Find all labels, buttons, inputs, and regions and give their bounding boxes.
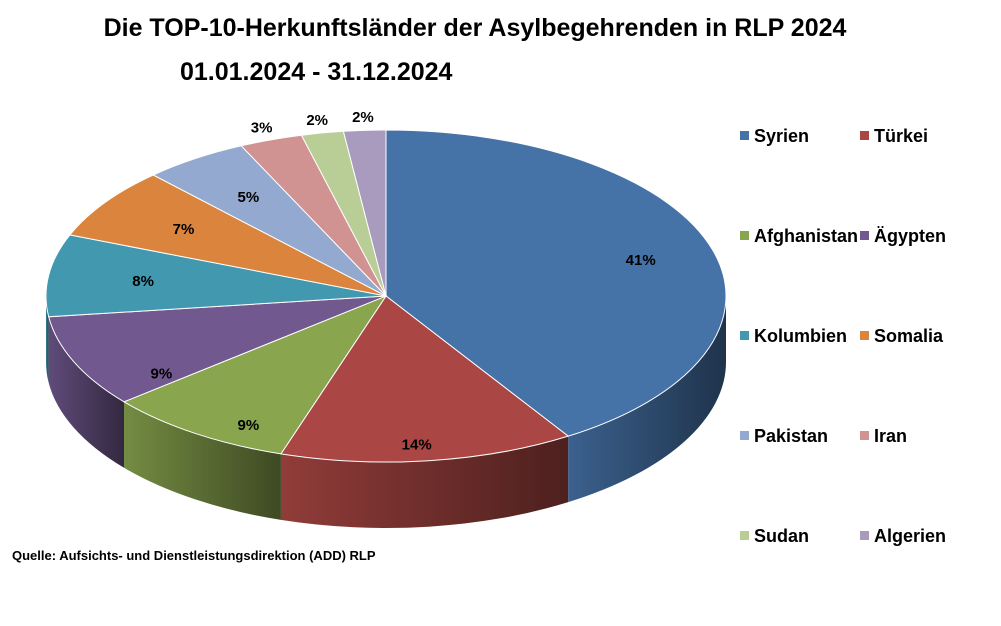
legend-item-somalia: Somalia — [860, 326, 990, 426]
slice-label-syrien: 41% — [626, 252, 656, 269]
slice-label-ägypten: 9% — [150, 365, 172, 382]
legend-swatch — [740, 231, 749, 240]
legend-swatch — [860, 131, 869, 140]
legend-swatch — [860, 531, 869, 540]
legend-item-syrien: Syrien — [740, 126, 860, 226]
pie-slice-algerien — [342, 129, 387, 297]
legend-swatch — [860, 431, 869, 440]
legend-item-sudan: Sudan — [740, 526, 860, 626]
slice-label-afghanistan: 9% — [238, 417, 260, 434]
legend-swatch — [740, 331, 749, 340]
legend-label: Sudan — [754, 526, 810, 546]
slice-label-türkei: 14% — [402, 437, 432, 454]
legend-label: Somalia — [874, 326, 944, 346]
legend-swatch — [860, 331, 869, 340]
legend-label: Afghanistan — [754, 226, 859, 246]
chart-subtitle: 01.01.2024 - 31.12.2024 — [180, 58, 453, 86]
legend-item-ägypten: Ägypten — [860, 226, 990, 326]
slice-label-kolumbien: 8% — [132, 273, 154, 290]
legend-item-algerien: Algerien — [860, 526, 990, 626]
slice-label-somalia: 7% — [173, 221, 195, 238]
legend-label: Syrien — [754, 126, 810, 146]
pie-side-syrien — [568, 296, 726, 503]
legend-swatch — [860, 231, 869, 240]
pie-slice-afghanistan — [122, 294, 388, 455]
pie-slice-kolumbien — [45, 234, 387, 318]
chart-title: Die TOP-10-Herkunftsländer der Asylbegeh… — [103, 14, 847, 42]
pie-slice-somalia — [68, 174, 387, 297]
legend-item-pakistan: Pakistan — [740, 426, 860, 526]
pie-slice-syrien — [385, 129, 727, 437]
legend-label: Kolumbien — [754, 326, 847, 346]
source-note: Quelle: Aufsichts- und Dienstleistungsdi… — [12, 548, 376, 563]
legend-item-afghanistan: Afghanistan — [740, 226, 860, 326]
legend: Syrien Türkei Afghanistan Ägypten Kolumbien S… — [740, 126, 1000, 626]
pie-side-afghanistan — [124, 401, 281, 520]
legend-label: Pakistan — [754, 426, 829, 446]
legend-label: Ägypten — [874, 226, 946, 246]
legend-item-iran: Iran — [860, 426, 990, 526]
pie-side-kolumbien — [46, 296, 49, 383]
legend-swatch — [740, 431, 749, 440]
legend-item-türkei: Türkei — [860, 126, 990, 226]
legend-swatch — [740, 131, 749, 140]
pie-slice-ägypten — [48, 295, 387, 403]
slice-label-pakistan: 5% — [238, 189, 260, 206]
slice-label-sudan: 2% — [306, 112, 328, 129]
pie-side-türkei — [280, 436, 569, 528]
legend-item-kolumbien: Kolumbien — [740, 326, 860, 426]
legend-label: Algerien — [874, 526, 947, 546]
legend-label: Türkei — [874, 126, 929, 146]
slice-label-iran: 3% — [251, 119, 273, 136]
legend-swatch — [740, 531, 749, 540]
pie-chart: 41% 14% 9% 9% 8% 7% 5% 3% 2% 2% — [45, 109, 727, 528]
pie-slice-türkei — [280, 295, 570, 463]
legend-label: Iran — [874, 426, 908, 446]
slice-label-algerien: 2% — [352, 109, 374, 126]
